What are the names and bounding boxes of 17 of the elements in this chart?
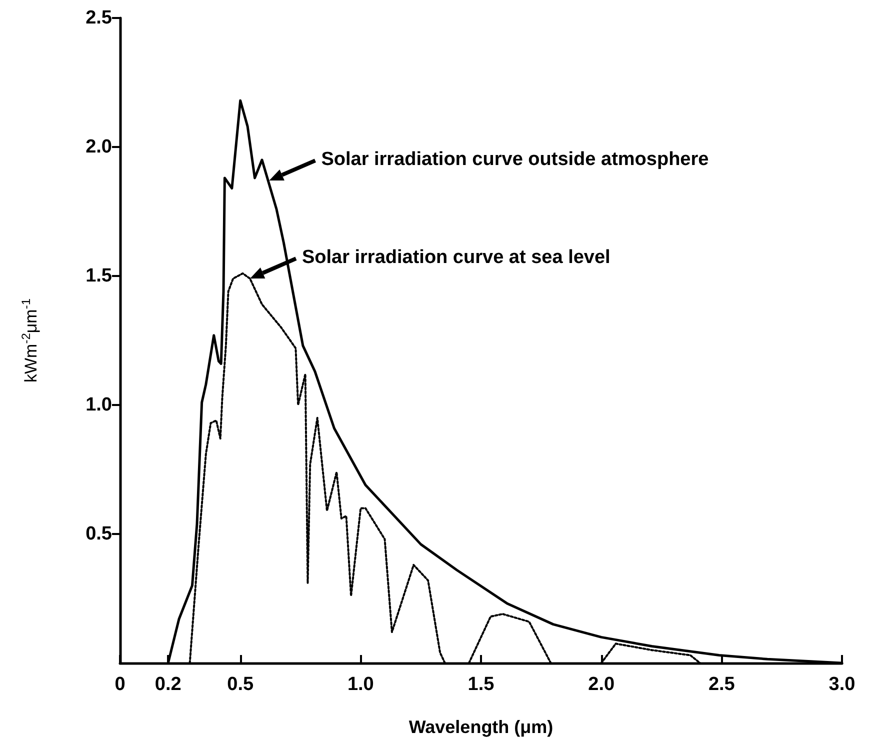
x-tick-label: 0 <box>114 674 126 695</box>
x-tick-label: 2.5 <box>708 674 736 695</box>
y-tick-label: 1.0 <box>86 394 112 416</box>
x-tick-label: 3.0 <box>828 674 856 695</box>
y-tick-label: 2.0 <box>86 136 112 158</box>
y-axis-title: kWm-2μm-1 <box>19 298 40 383</box>
x-axis-title: Wavelength (μm) <box>408 717 554 737</box>
x-tick-label: 1.5 <box>468 674 495 695</box>
x-tick-label: 2.0 <box>588 674 615 695</box>
y-tick-label: 0.5 <box>86 524 112 544</box>
y-tick-label: 1.5 <box>86 266 112 286</box>
x-tick-label: 0.5 <box>227 674 254 695</box>
x-tick-label: 0.2 <box>154 674 182 695</box>
y-tick-label: 2.5 <box>86 8 112 28</box>
annotation: Solar irradiation curve at sea level <box>302 246 610 269</box>
x-tick-label: 1.0 <box>347 674 374 695</box>
annotation: Solar irradiation curve outside atmosphere <box>321 148 709 171</box>
